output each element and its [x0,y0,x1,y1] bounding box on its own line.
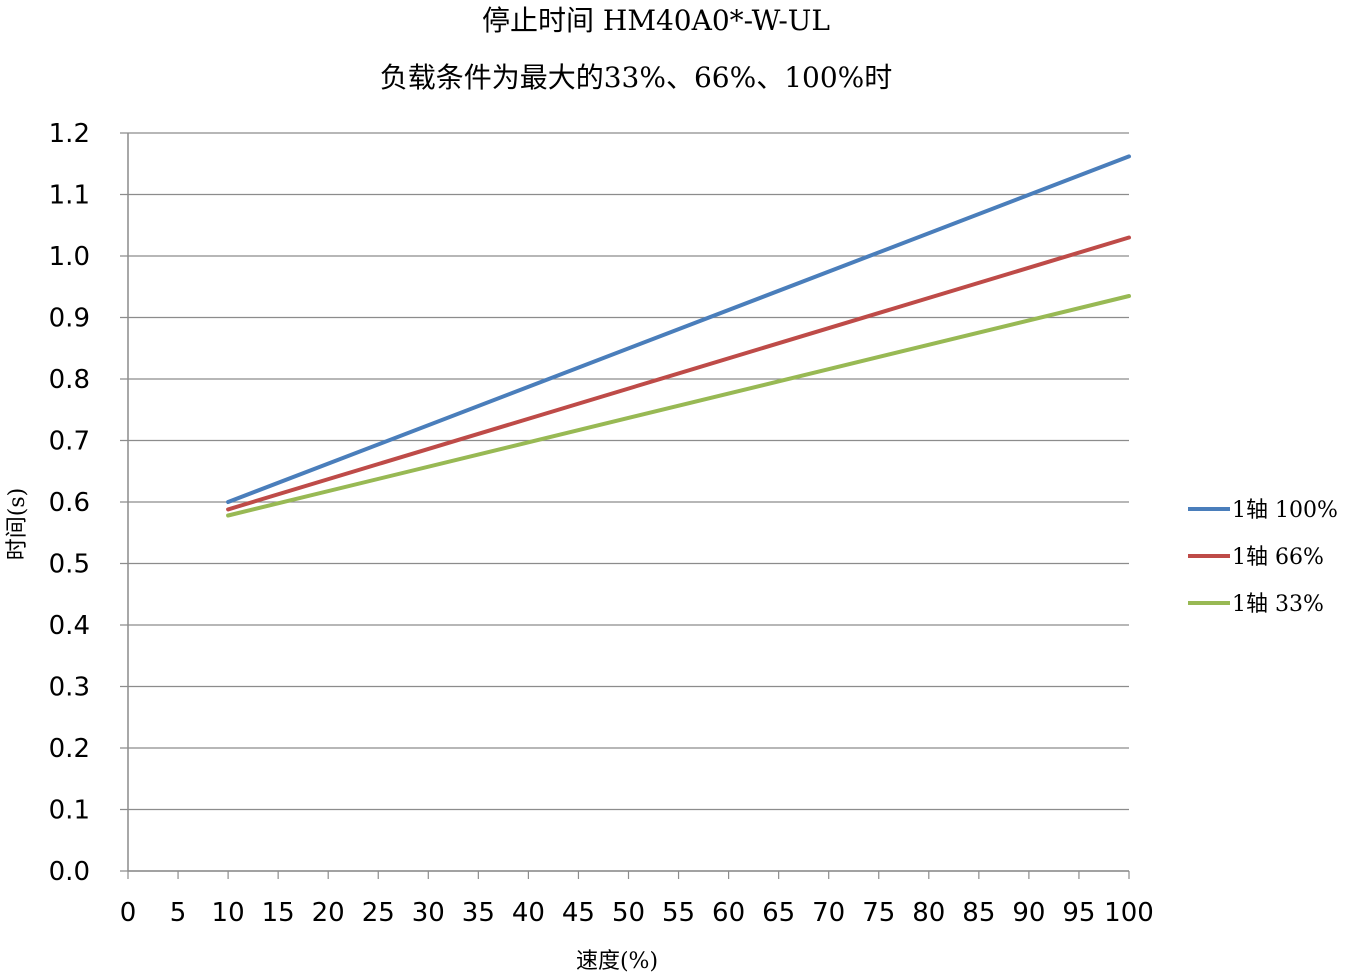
x-tick-labels: 0 5 10 15 20 25 30 35 40 45 50 55 60 65 70 75 80 85 90 95 10… [120,898,1154,928]
legend-label-1: 1轴 66% [1232,545,1324,570]
y-tick-label: 0.9 [49,304,90,334]
y-tick-label: 0.7 [49,427,90,457]
x-tick-label: 25 [362,898,395,928]
series-line-1 [226,235,1131,512]
x-tick-label: 15 [262,898,295,928]
y-tick-labels: 0.0 0.1 0.2 0.3 0.4 0.5 0.6 0.7 0.8 0.9 1.0 1.1 1.2 [49,119,90,887]
y-tick-label: 0.2 [49,734,90,764]
legend-label-0: 1轴 100% [1232,498,1338,523]
x-tick-label: 5 [170,898,187,928]
y-tick-label: 0.4 [49,611,90,641]
series-line-0 [226,154,1131,504]
x-tick-label: 75 [862,898,895,928]
legend: 1轴 100% 1轴 66% 1轴 33% [1188,498,1338,617]
x-tick-label: 40 [512,898,545,928]
y-tick-label: 1.0 [49,242,90,272]
x-tick-label: 65 [762,898,795,928]
x-tick-label: 35 [462,898,495,928]
x-tick-label: 0 [120,898,137,928]
y-tick-label: 1.2 [49,119,90,149]
y-tick-label: 1.1 [49,181,90,211]
x-tick-label: 60 [712,898,745,928]
y-tick-label: 0.3 [49,673,90,703]
x-tick-label: 100 [1104,898,1154,928]
x-tick-label: 10 [212,898,245,928]
x-tick-label: 30 [412,898,445,928]
x-tick-label: 45 [562,898,595,928]
x-tick-label: 55 [662,898,695,928]
legend-label-2: 1轴 33% [1232,592,1324,617]
axes [127,133,1130,879]
x-tick-label: 90 [1012,898,1045,928]
y-tick-label: 0.0 [49,857,90,887]
series-line-2 [226,294,1131,518]
y-tick-label: 0.6 [49,488,90,518]
x-tick-label: 85 [962,898,995,928]
x-tick-label: 95 [1062,898,1095,928]
chart-title: 停止时间 HM40A0*-W-UL [482,4,830,37]
y-tick-label: 0.8 [49,365,90,395]
gridlines [120,132,1129,872]
x-tick-label: 20 [312,898,345,928]
series-lines [226,154,1131,518]
y-axis-label: 时间(s) [5,488,30,560]
chart-subtitle: 负载条件为最大的33%、66%、100%时 [380,61,893,94]
y-tick-label: 0.1 [49,796,90,826]
x-tick-label: 80 [912,898,945,928]
x-tick-label: 70 [812,898,845,928]
y-tick-label: 0.5 [49,550,90,580]
x-axis-label: 速度(%) [576,949,658,974]
x-tick-label: 50 [612,898,645,928]
